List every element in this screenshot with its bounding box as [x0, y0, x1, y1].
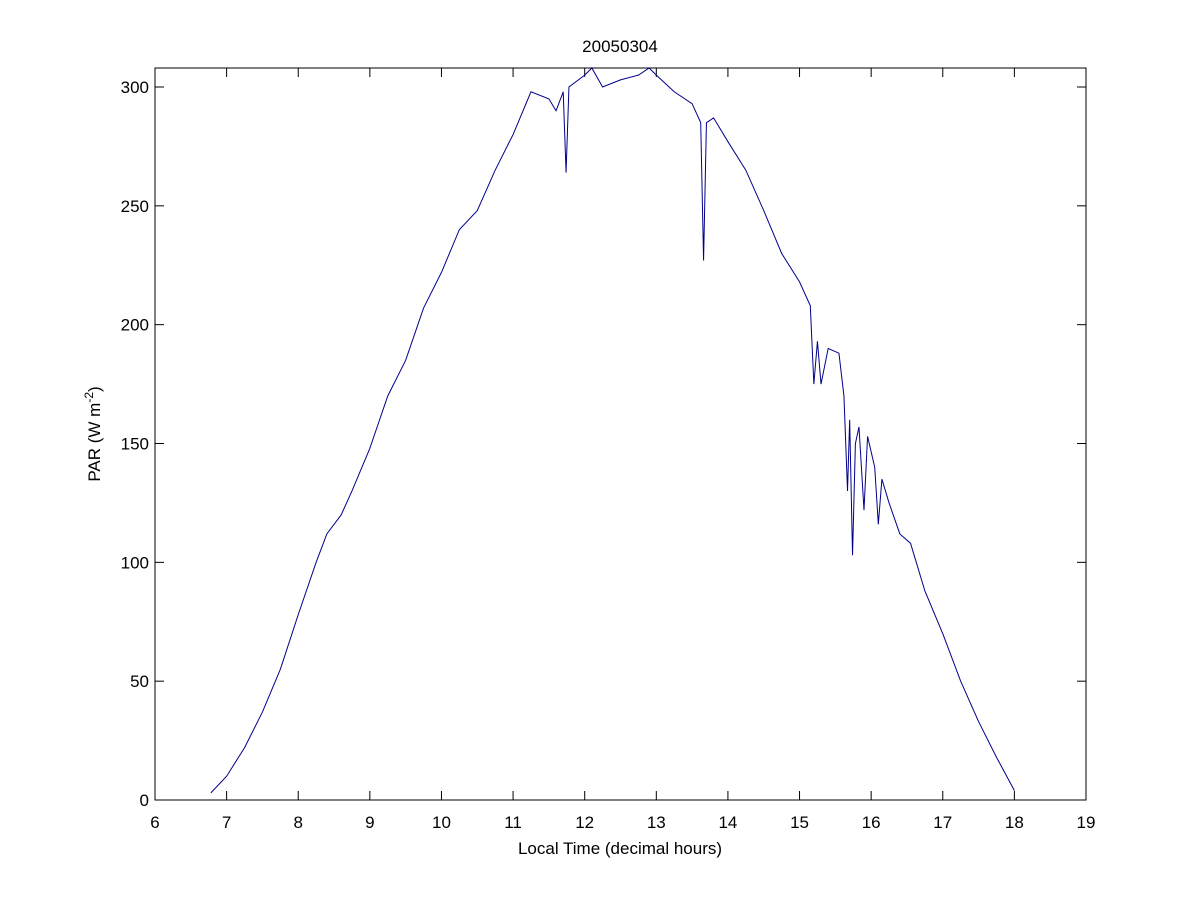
- y-tick-label: 300: [121, 78, 149, 97]
- y-label-sup: -2: [82, 392, 96, 403]
- y-tick-label: 50: [130, 672, 149, 691]
- chart-title: 20050304: [582, 37, 658, 56]
- y-tick-label: 250: [121, 197, 149, 216]
- x-tick-label: 12: [575, 813, 594, 832]
- x-tick-label: 9: [365, 813, 374, 832]
- x-tick-label: 16: [862, 813, 881, 832]
- axes-box: [154, 67, 1087, 801]
- x-tick-label: 13: [647, 813, 666, 832]
- x-tick-label: 14: [718, 813, 737, 832]
- x-tick-label: 15: [790, 813, 809, 832]
- y-axis-label: PAR (W m-2): [82, 386, 104, 481]
- x-axis-label: Local Time (decimal hours): [518, 839, 722, 858]
- x-tick-label: 7: [222, 813, 231, 832]
- y-tick-label: 200: [121, 316, 149, 335]
- y-tick-label: 150: [121, 435, 149, 454]
- x-tick-label: 11: [504, 813, 522, 832]
- y-tick-label: 0: [140, 791, 149, 810]
- x-tick-label: 17: [933, 813, 952, 832]
- x-tick-label: 19: [1077, 813, 1096, 832]
- x-tick-label: 6: [150, 813, 159, 832]
- x-tick-label: 8: [293, 813, 302, 832]
- x-tick-label: 10: [432, 813, 451, 832]
- data-line: [210, 67, 1015, 794]
- y-label-end: ): [85, 386, 104, 392]
- x-tick-label: 18: [1005, 813, 1024, 832]
- y-tick-label: 100: [121, 553, 149, 572]
- y-label-text: PAR (W m: [85, 403, 104, 482]
